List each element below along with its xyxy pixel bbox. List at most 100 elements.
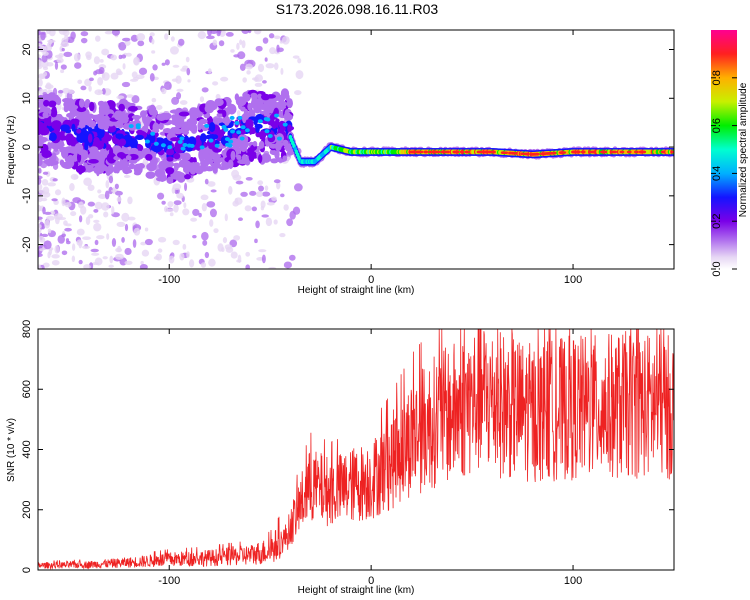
spectrogram-noise-mark [38, 167, 42, 174]
snr-x-label: Height of straight line (km) [298, 585, 415, 596]
spectrogram-bright-mark [208, 138, 214, 143]
spectrogram-ridge-mark [161, 112, 172, 120]
spectrogram-noise-mark [126, 94, 134, 98]
spectrogram-ridge-mark [162, 127, 172, 134]
spectrogram-ridge-mark [143, 123, 149, 134]
spectrogram-noise-mark [225, 31, 234, 37]
spectrogram-bright-mark [199, 145, 205, 150]
spectrogram-noise-mark [222, 237, 228, 244]
spectrogram-noise-mark [192, 234, 197, 239]
spectrogram-noise-mark [281, 35, 290, 45]
spectrogram-y-tick-label: 20 [21, 43, 33, 55]
spectrogram-noise-mark [61, 250, 68, 256]
spectrogram-noise-mark [80, 85, 87, 91]
spectrogram-noise-mark [38, 177, 42, 185]
spectrogram-noise-mark [204, 178, 209, 185]
spectrogram-bright-mark [229, 115, 235, 120]
spectrogram-ridge-mark [57, 131, 65, 139]
spectrogram-noise-mark [201, 231, 209, 241]
spectrogram-noise-mark [212, 81, 219, 86]
spectrogram-noise-mark [200, 262, 207, 268]
spectrogram-noise-mark [245, 176, 253, 181]
snr-y-tick-label: 200 [21, 501, 33, 519]
spectrogram-ridge-mark [214, 98, 224, 107]
spectrogram-noise-mark [292, 55, 300, 59]
spectrogram-noise-mark [54, 54, 63, 59]
spectrogram-noise-mark [105, 180, 110, 189]
spectrogram-noise-mark [261, 254, 266, 264]
spectrogram-noise-mark [136, 33, 146, 42]
spectrogram-noise-mark [176, 192, 184, 199]
spectrogram-noise-mark [96, 235, 105, 240]
spectrogram-bright-mark [236, 130, 242, 135]
spectrogram-peak-mark [619, 150, 625, 154]
spectrogram-ridge-mark [184, 124, 190, 132]
spectrogram-ridge-mark [165, 148, 175, 156]
spectrogram-noise-mark [183, 202, 187, 209]
spectrogram-ridge-mark [76, 128, 82, 134]
spectrogram-ridge-mark [210, 153, 222, 159]
spectrogram-noise-mark [182, 65, 189, 71]
chart-title: S173.2026.098.16.11.R03 [276, 1, 439, 17]
spectrogram-noise-mark [197, 31, 207, 40]
spectrogram-bright-mark [135, 125, 141, 130]
spectrogram-noise-mark [233, 54, 240, 58]
spectrogram-peak-mark [612, 150, 618, 154]
spectrogram-noise-mark [71, 255, 76, 263]
spectrogram-noise-mark [41, 179, 49, 186]
spectrogram-peak-mark [418, 150, 424, 154]
spectrogram-noise-mark [261, 214, 269, 218]
spectrogram-noise-mark [265, 63, 275, 69]
spectrogram-ridge-mark [166, 176, 174, 184]
spectrogram-noise-mark [123, 174, 131, 178]
spectrogram-noise-mark [48, 30, 56, 37]
spectrogram-noise-mark [116, 196, 122, 202]
snr-y-tick-label: 800 [21, 320, 33, 338]
spectrogram-ridge-mark [95, 166, 100, 177]
spectrogram-noise-mark [192, 208, 200, 216]
spectrogram-peak-mark [634, 150, 639, 154]
spectrogram-noise-mark [101, 72, 106, 79]
spectrogram-noise-mark [167, 201, 174, 208]
spectrogram-ridge-mark [255, 126, 260, 133]
spectrogram-noise-mark [257, 63, 265, 73]
spectrogram-noise-mark [94, 257, 103, 266]
spectrogram-noise-mark [93, 222, 102, 232]
spectrogram-noise-mark [52, 178, 58, 182]
spectrogram-ridge-mark [171, 114, 177, 121]
spectrogram-noise-mark [241, 40, 246, 49]
spectrogram-noise-mark [293, 183, 303, 192]
spectrogram-bright-mark [267, 133, 273, 138]
spectrogram-ridge-mark [199, 154, 205, 163]
spectrogram-noise-mark [38, 223, 42, 229]
spectrogram-noise-mark [273, 62, 279, 71]
spectrogram-noise-mark [61, 197, 66, 207]
spectrogram-noise-mark [138, 67, 148, 75]
spectrogram-bright-mark [230, 129, 236, 134]
spectrogram-ridge-mark [252, 141, 257, 147]
spectrogram-ridge-mark [237, 99, 243, 110]
spectrogram-ridge-mark [38, 137, 44, 148]
spectrogram-noise-mark [40, 197, 48, 202]
spectrogram-noise-mark [118, 41, 127, 51]
spectrogram-ridge-mark [145, 171, 156, 179]
spectrogram-noise-mark [140, 260, 144, 265]
spectrogram-noise-mark [110, 54, 118, 61]
spectrogram-noise-mark [173, 203, 179, 213]
spectrogram-noise-mark [93, 208, 99, 213]
spectrogram-noise-mark [125, 52, 132, 57]
spectrogram-peak-mark [445, 150, 450, 154]
spectrogram-noise-mark [121, 237, 125, 243]
spectrogram-noise-mark [82, 236, 92, 241]
spectrogram-peak-mark [641, 150, 647, 154]
spectrogram-bright-mark [204, 123, 210, 128]
spectrogram-noise-mark [43, 240, 52, 250]
spectrogram-noise-mark [83, 264, 91, 269]
spectrogram-peak-mark [590, 150, 596, 154]
spectrogram-noise-mark [88, 214, 94, 219]
spectrogram-noise-mark [106, 233, 110, 240]
spectrogram-noise-mark [78, 201, 84, 209]
spectrogram-noise-mark [80, 31, 89, 37]
